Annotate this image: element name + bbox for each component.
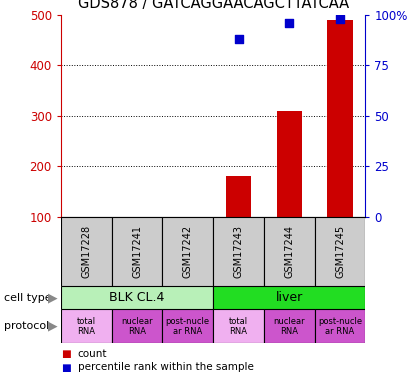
Title: GDS878 / GATCAGGAACAGCTTATCAA: GDS878 / GATCAGGAACAGCTTATCAA	[78, 0, 349, 11]
Bar	[61, 286, 213, 309]
Text: percentile rank within the sample: percentile rank within the sample	[78, 363, 254, 372]
Text: GSM17244: GSM17244	[284, 225, 294, 278]
Text: protocol: protocol	[4, 321, 50, 331]
Text: post-nucle
ar RNA: post-nucle ar RNA	[166, 316, 210, 336]
Bar	[112, 217, 163, 286]
Text: GSM17228: GSM17228	[81, 225, 91, 278]
Point	[337, 16, 344, 22]
Text: nuclear
RNA: nuclear RNA	[273, 316, 305, 336]
Text: cell type: cell type	[4, 293, 52, 303]
Text: BLK CL.4: BLK CL.4	[109, 291, 165, 304]
Bar	[315, 217, 365, 286]
Bar	[213, 309, 264, 343]
Bar	[213, 217, 264, 286]
Bar	[163, 217, 213, 286]
Text: total
RNA: total RNA	[77, 316, 96, 336]
Text: GSM17241: GSM17241	[132, 225, 142, 278]
Bar	[112, 309, 163, 343]
Bar	[264, 217, 315, 286]
Bar	[163, 309, 213, 343]
Bar	[327, 20, 353, 217]
Bar	[264, 309, 315, 343]
Text: total
RNA: total RNA	[229, 316, 248, 336]
Text: ▶: ▶	[48, 320, 57, 333]
Text: post-nucle
ar RNA: post-nucle ar RNA	[318, 316, 362, 336]
Text: ■: ■	[61, 350, 71, 359]
Point	[286, 20, 293, 26]
Text: ▶: ▶	[48, 291, 57, 304]
Text: count: count	[78, 350, 107, 359]
Bar	[277, 111, 302, 217]
Point	[235, 36, 242, 42]
Bar	[315, 309, 365, 343]
Text: GSM17243: GSM17243	[234, 225, 244, 278]
Text: ■: ■	[61, 363, 71, 372]
Text: nuclear
RNA: nuclear RNA	[121, 316, 153, 336]
Bar	[213, 286, 365, 309]
Text: GSM17245: GSM17245	[335, 225, 345, 278]
Text: GSM17242: GSM17242	[183, 225, 193, 278]
Bar	[61, 217, 112, 286]
Text: liver: liver	[276, 291, 303, 304]
Bar	[226, 176, 251, 217]
Bar	[61, 309, 112, 343]
